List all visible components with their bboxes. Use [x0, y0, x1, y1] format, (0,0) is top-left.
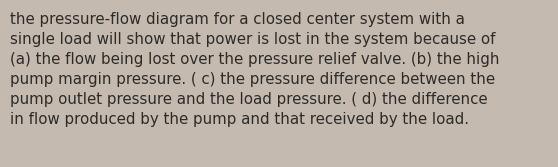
Text: the pressure-flow diagram for a closed center system with a
single load will sho: the pressure-flow diagram for a closed c…	[10, 12, 499, 127]
